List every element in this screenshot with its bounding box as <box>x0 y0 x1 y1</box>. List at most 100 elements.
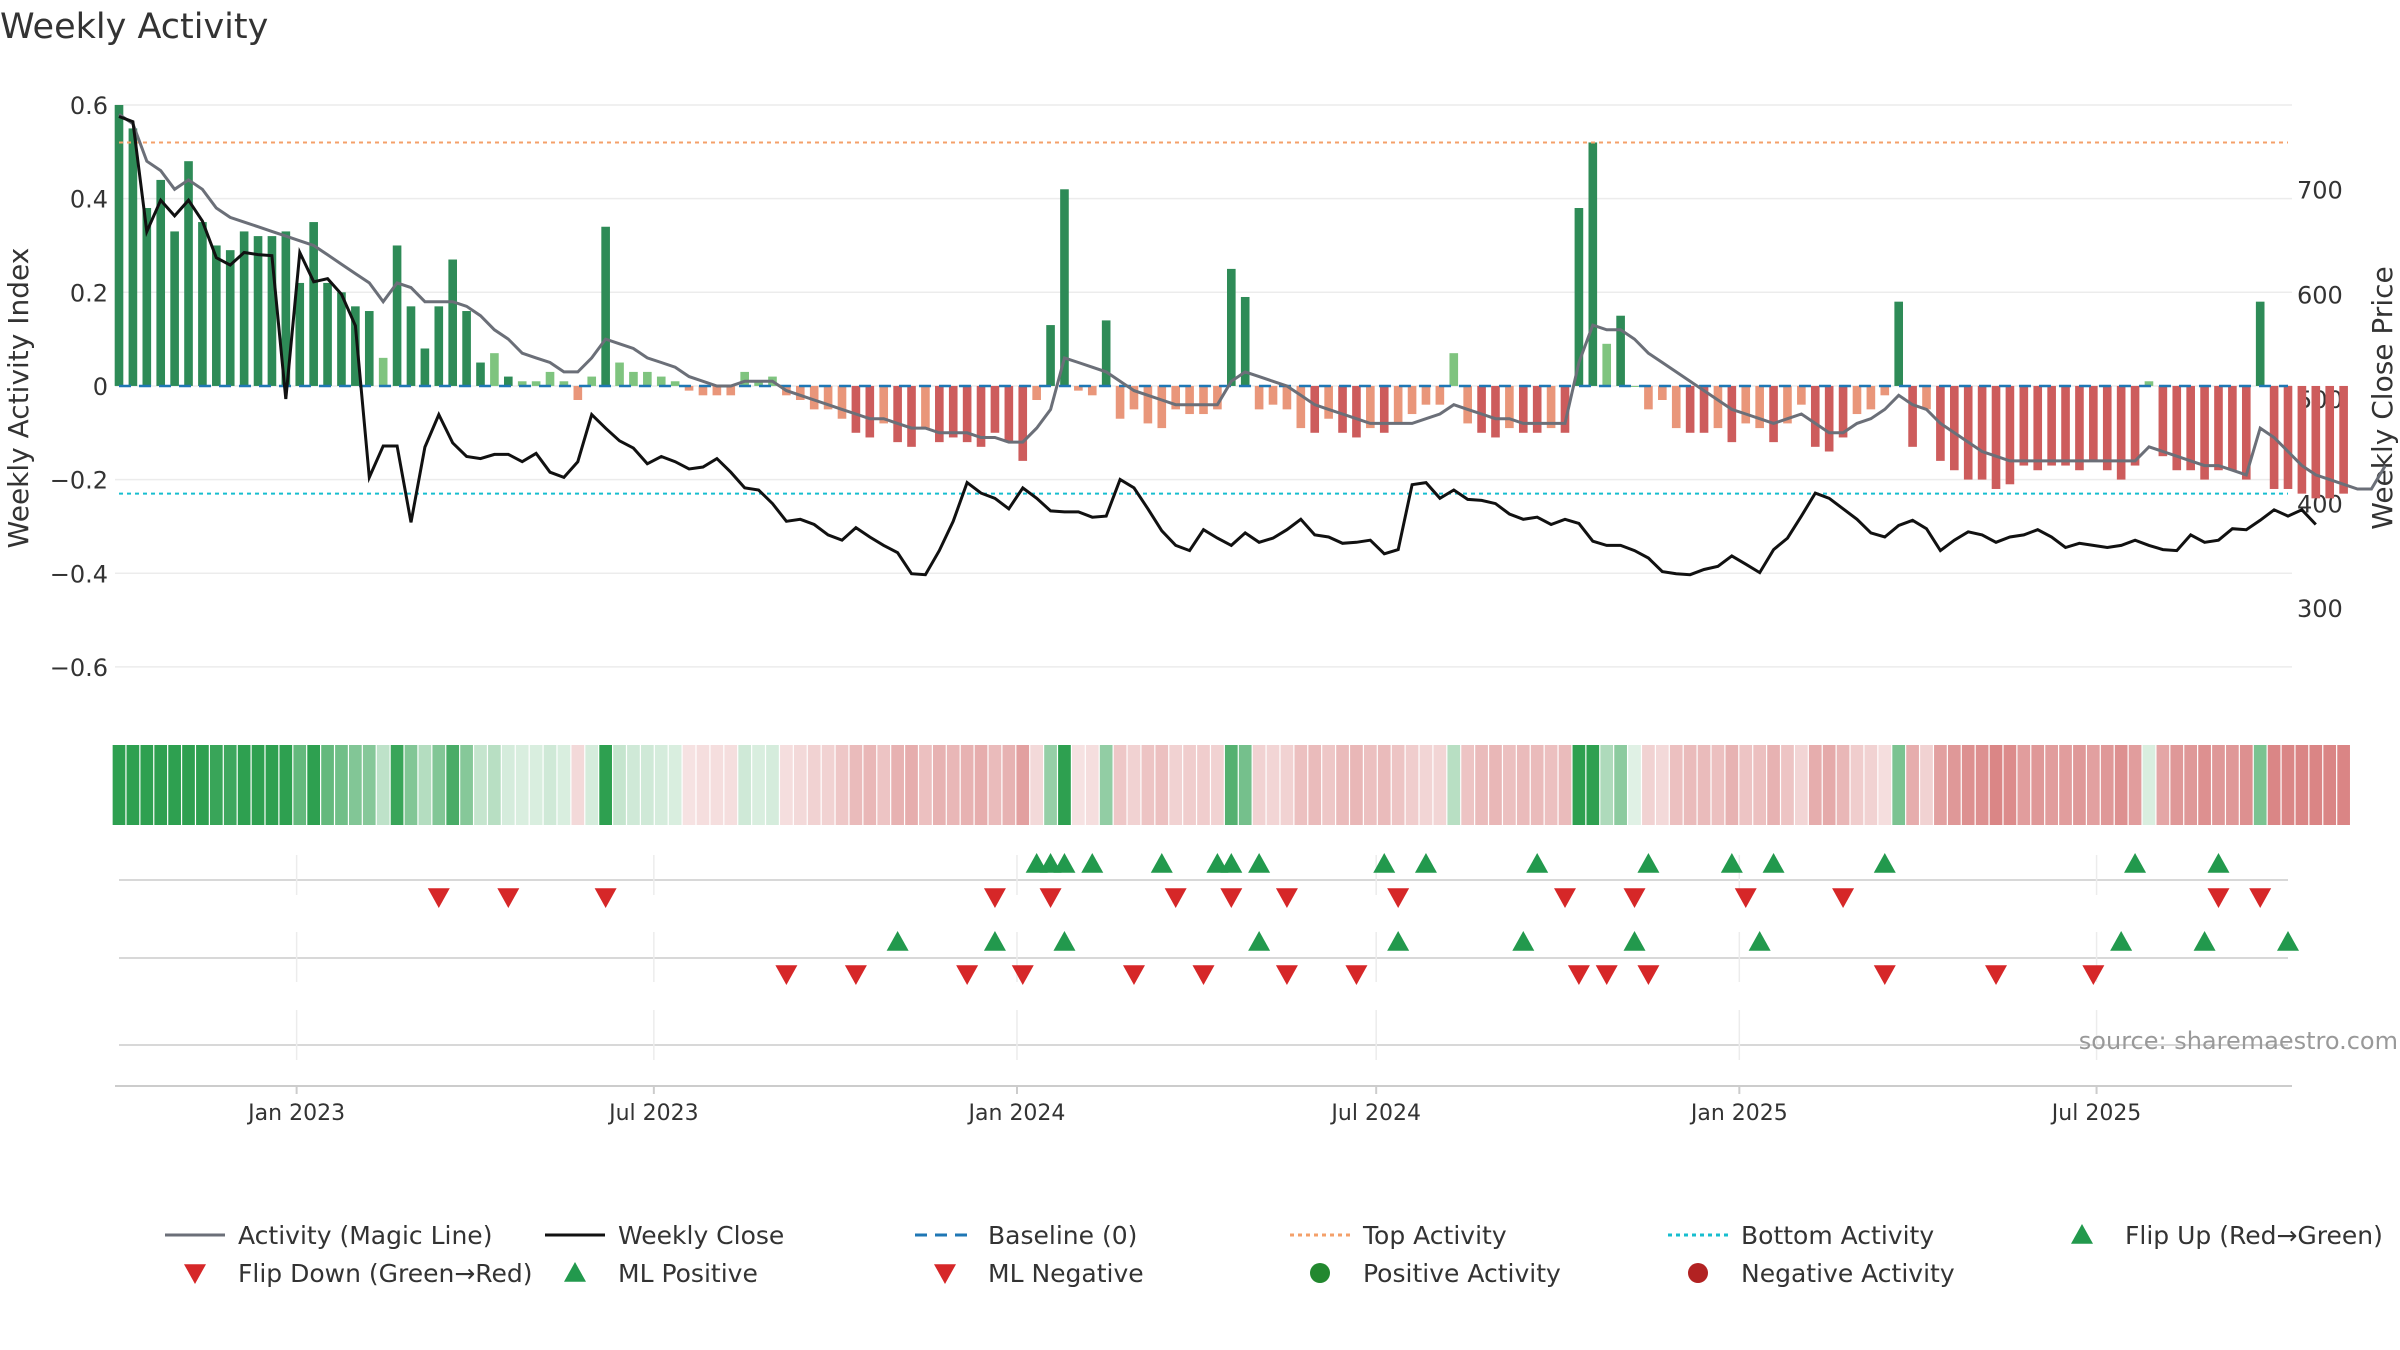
activity-bar <box>1213 385 1222 410</box>
activity-bar <box>476 362 485 386</box>
heat-cell <box>1419 745 1433 825</box>
heat-cell <box>1072 745 1085 825</box>
activity-bar <box>2089 385 2098 461</box>
heat-cell <box>2212 745 2225 825</box>
legend-label: Baseline (0) <box>988 1221 1137 1250</box>
activity-bar <box>1254 385 1264 410</box>
activity-bar <box>1421 385 1431 405</box>
flip-up-marker <box>1053 853 1076 873</box>
activity-bar <box>239 231 249 386</box>
activity-bar <box>309 222 318 386</box>
heat-cell <box>209 745 223 825</box>
activity-bar <box>1018 385 1028 461</box>
activity-bar <box>2033 385 2043 471</box>
ml-positive-marker <box>983 931 1006 951</box>
heat-cell <box>418 745 432 825</box>
heat-cell <box>1127 745 1141 825</box>
flip-up-marker <box>1720 853 1743 873</box>
activity-bar <box>2130 385 2140 466</box>
flip-up-marker <box>1206 853 1229 873</box>
activity-bar <box>1824 385 1834 452</box>
heat-cell <box>696 745 710 825</box>
heat-cell <box>126 745 140 825</box>
heat-cell <box>654 745 668 825</box>
heat-cell <box>905 745 918 825</box>
flip-up-marker <box>1526 853 1549 873</box>
heat-cell <box>807 745 821 825</box>
heat-cell <box>362 745 376 825</box>
heat-cell <box>1614 745 1627 825</box>
heat-cell <box>168 745 181 825</box>
activity-bar <box>1505 385 1514 429</box>
flip-up-marker <box>1025 853 1048 873</box>
heat-cell <box>1141 745 1155 825</box>
flip-down-marker <box>2207 888 2230 908</box>
legend-item: Flip Up (Red→Green) <box>2071 1221 2383 1250</box>
flip-down-marker <box>1164 888 1187 908</box>
heat-cell <box>1155 745 1169 825</box>
activity-bar <box>2144 381 2154 386</box>
flip-up-marker <box>1373 853 1396 873</box>
heat-cell <box>1850 745 1864 825</box>
legend-label: Negative Activity <box>1741 1259 1955 1288</box>
activity-bar <box>684 385 694 391</box>
activity-bar <box>225 250 235 386</box>
heat-cell <box>1725 745 1739 825</box>
activity-bar <box>2241 385 2251 480</box>
heat-cell <box>1767 745 1780 825</box>
y-axis-left-ticks: 0.6 0.4 0.2 0 −0.2 −0.4 −0.6 <box>50 92 108 682</box>
heat-cell <box>2003 745 2017 825</box>
activity-bar <box>392 245 402 386</box>
y-tick-label: −0.6 <box>50 654 108 682</box>
flip-down-marker <box>594 888 617 908</box>
heat-cell <box>112 745 126 825</box>
heat-cell <box>390 745 404 825</box>
activity-bar <box>990 385 1000 433</box>
legend-swatch <box>1688 1263 1708 1283</box>
heat-cell <box>376 745 390 825</box>
activity-bar <box>1616 315 1625 386</box>
activity-bar <box>1324 385 1333 419</box>
heat-cell <box>821 745 835 825</box>
flip-up-marker <box>1762 853 1785 873</box>
heat-cell <box>321 745 334 825</box>
heat-cell <box>780 745 793 825</box>
activity-bar <box>948 385 958 438</box>
activity-bar <box>503 376 513 386</box>
ml-negative-marker <box>1637 965 1660 985</box>
ml-negative-marker <box>1595 965 1618 985</box>
activity-bar <box>1963 385 1973 480</box>
heat-cell <box>1683 745 1697 825</box>
legend-item: Negative Activity <box>1688 1259 1955 1288</box>
activity-bar <box>1143 385 1153 424</box>
activity-bar <box>490 353 499 386</box>
activity-bar <box>712 385 722 396</box>
heat-cell <box>2323 745 2337 825</box>
heat-cell <box>182 745 195 825</box>
legend-swatch <box>564 1262 586 1282</box>
ml-positive-marker <box>1748 931 1771 951</box>
heat-cell <box>1211 745 1224 825</box>
ml-negative-marker <box>1985 965 2008 985</box>
ml-negative-marker <box>775 965 798 985</box>
heat-cell <box>1934 745 1947 825</box>
heat-cell <box>2337 745 2350 825</box>
heat-cell <box>1336 745 1349 825</box>
heat-cell <box>877 745 891 825</box>
heat-cell <box>1350 745 1363 825</box>
activity-bar <box>907 385 916 447</box>
heat-cell <box>1655 745 1669 825</box>
y-axis-left-label: Weekly Activity Index <box>2 248 35 549</box>
magic-line-series <box>118 113 2387 491</box>
heat-cell <box>738 745 752 825</box>
flip-down-marker <box>1832 888 1855 908</box>
activity-bar <box>629 371 638 386</box>
activity-bar <box>1004 385 1014 443</box>
heat-cell <box>543 745 557 825</box>
heat-cell <box>682 745 696 825</box>
heat-cell <box>2253 745 2267 825</box>
activity-bar <box>643 371 652 386</box>
activity-bar <box>1741 385 1751 424</box>
activity-bar <box>1379 385 1389 433</box>
activity-bar <box>378 357 388 386</box>
